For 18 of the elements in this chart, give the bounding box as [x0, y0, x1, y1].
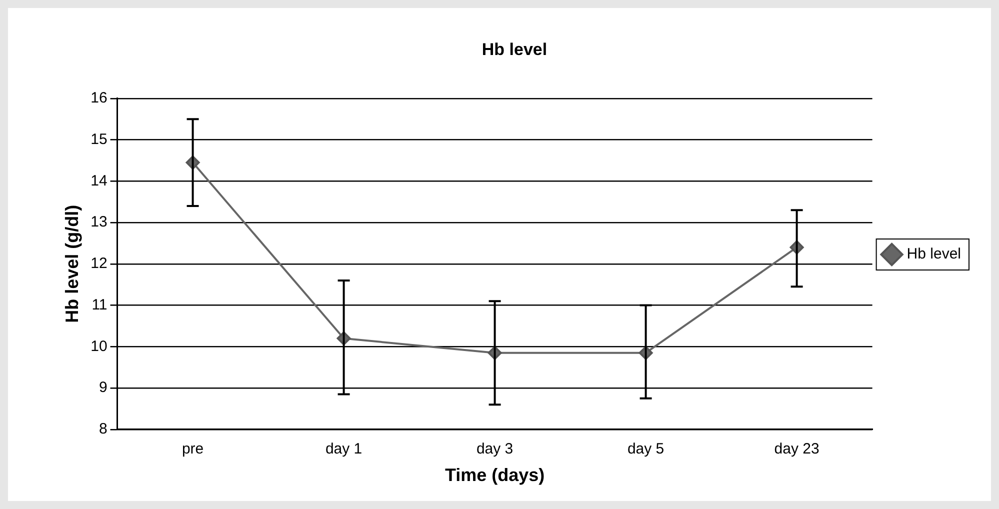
x-tick-label: day 23 [774, 440, 820, 458]
y-tick-label: 8 [98, 420, 108, 438]
y-axis-title: Hb level (g/dl) [62, 204, 82, 323]
legend-label: Hb level [906, 246, 962, 263]
x-tick-label: pre [182, 440, 204, 458]
y-tick-label: 16 [90, 90, 108, 107]
chart-title: Hb level [482, 40, 548, 59]
x-axis-title: Time (days) [444, 465, 545, 486]
y-tick-label: 11 [92, 296, 108, 314]
y-tick-label: 15 [90, 130, 108, 148]
y-tick-label: 10 [90, 338, 108, 355]
x-tick-label: day 1 [325, 440, 362, 458]
y-tick-label: 14 [90, 172, 108, 190]
x-tick-label: day 5 [627, 440, 664, 458]
y-tick-label: 12 [90, 255, 108, 272]
y-tick-label: 9 [98, 379, 108, 396]
x-tick-label: day 3 [476, 440, 514, 458]
y-tick-label: 13 [90, 214, 108, 231]
